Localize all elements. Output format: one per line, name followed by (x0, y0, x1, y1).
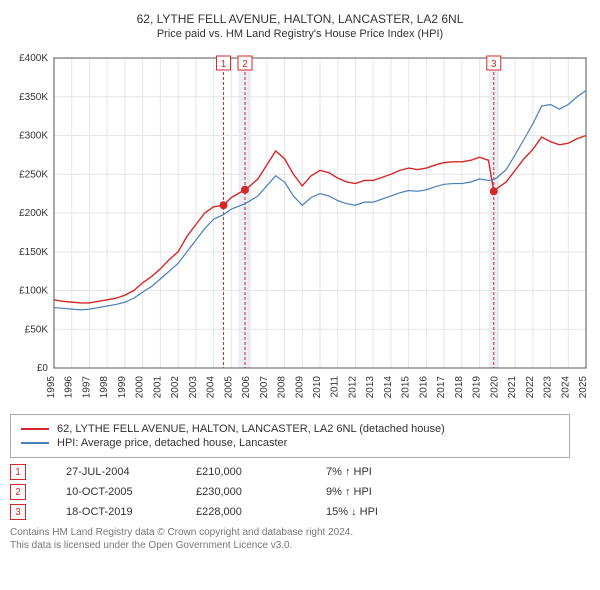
legend-swatch (21, 442, 49, 444)
svg-text:2002: 2002 (170, 376, 181, 399)
legend-swatch (21, 428, 49, 430)
svg-text:£150K: £150K (19, 247, 48, 258)
marker-row: 3 18-OCT-2019£228,00015% ↓ HPI (10, 504, 570, 520)
marker-price: £230,000 (196, 486, 326, 498)
legend-label: HPI: Average price, detached house, Lanc… (57, 437, 287, 449)
svg-text:2003: 2003 (188, 376, 199, 399)
legend-item: HPI: Average price, detached house, Lanc… (21, 437, 559, 449)
svg-text:1: 1 (221, 59, 227, 70)
svg-text:1998: 1998 (99, 376, 110, 399)
marker-price: £228,000 (196, 506, 326, 518)
svg-text:1997: 1997 (81, 376, 92, 399)
chart-svg: £0 £50K £100K £150K £200K £250K £300K £350K £400… (10, 48, 590, 408)
marker-price: £210,000 (196, 466, 326, 478)
chart-title: 62, LYTHE FELL AVENUE, HALTON, LANCASTER… (10, 12, 590, 26)
marker-date: 27-JUL-2004 (66, 466, 196, 478)
svg-text:2020: 2020 (489, 376, 500, 399)
marker-number-box: 3 (10, 504, 26, 520)
footer-line1: Contains HM Land Registry data © Crown c… (10, 526, 590, 539)
footer-attribution: Contains HM Land Registry data © Crown c… (10, 526, 590, 552)
svg-text:2005: 2005 (223, 376, 234, 399)
svg-text:2011: 2011 (330, 376, 341, 398)
svg-text:1999: 1999 (117, 376, 128, 399)
footer-line2: This data is licensed under the Open Gov… (10, 539, 590, 552)
svg-text:2000: 2000 (135, 376, 146, 399)
svg-text:2019: 2019 (472, 376, 483, 399)
marker-date: 10-OCT-2005 (66, 486, 196, 498)
svg-text:2006: 2006 (241, 376, 252, 399)
svg-text:£350K: £350K (19, 92, 48, 103)
svg-text:2012: 2012 (347, 376, 358, 399)
svg-text:£0: £0 (37, 363, 49, 374)
svg-text:2017: 2017 (436, 376, 447, 399)
svg-text:£200K: £200K (19, 208, 48, 219)
marker-number-box: 2 (10, 484, 26, 500)
svg-text:2024: 2024 (560, 376, 571, 399)
marker-number-box: 1 (10, 464, 26, 480)
legend-label: 62, LYTHE FELL AVENUE, HALTON, LANCASTER… (57, 423, 445, 435)
svg-text:2008: 2008 (277, 376, 288, 399)
markers-table: 1 27-JUL-2004£210,0007% ↑ HPI 2 10-OCT-2005… (10, 464, 570, 520)
marker-pct: 15% ↓ HPI (326, 506, 446, 518)
marker-pct: 9% ↑ HPI (326, 486, 446, 498)
svg-text:2016: 2016 (418, 376, 429, 399)
svg-text:£50K: £50K (25, 324, 49, 335)
svg-text:1996: 1996 (64, 376, 75, 399)
svg-text:2025: 2025 (578, 376, 589, 399)
svg-text:£400K: £400K (19, 53, 48, 64)
svg-text:2014: 2014 (383, 376, 394, 399)
svg-text:2001: 2001 (152, 376, 163, 399)
svg-text:2009: 2009 (294, 376, 305, 399)
svg-text:£300K: £300K (19, 131, 48, 142)
marker-date: 18-OCT-2019 (66, 506, 196, 518)
legend-box: 62, LYTHE FELL AVENUE, HALTON, LANCASTER… (10, 414, 570, 458)
svg-text:2: 2 (242, 59, 248, 70)
marker-row: 1 27-JUL-2004£210,0007% ↑ HPI (10, 464, 570, 480)
svg-text:£250K: £250K (19, 169, 48, 180)
svg-text:2010: 2010 (312, 376, 323, 399)
svg-text:2018: 2018 (454, 376, 465, 399)
marker-pct: 7% ↑ HPI (326, 466, 446, 478)
svg-text:2004: 2004 (206, 376, 217, 399)
price-chart: £0 £50K £100K £150K £200K £250K £300K £350K £400… (10, 48, 590, 408)
svg-text:2013: 2013 (365, 376, 376, 399)
svg-text:2007: 2007 (259, 376, 270, 399)
svg-text:£100K: £100K (19, 286, 48, 297)
legend-item: 62, LYTHE FELL AVENUE, HALTON, LANCASTER… (21, 423, 559, 435)
marker-row: 2 10-OCT-2005£230,0009% ↑ HPI (10, 484, 570, 500)
svg-text:2021: 2021 (507, 376, 518, 399)
svg-text:3: 3 (491, 59, 497, 70)
svg-text:1995: 1995 (46, 376, 57, 399)
svg-text:2022: 2022 (525, 376, 536, 399)
chart-subtitle: Price paid vs. HM Land Registry's House … (10, 28, 590, 40)
svg-text:2023: 2023 (543, 376, 554, 399)
svg-text:2015: 2015 (401, 376, 412, 399)
